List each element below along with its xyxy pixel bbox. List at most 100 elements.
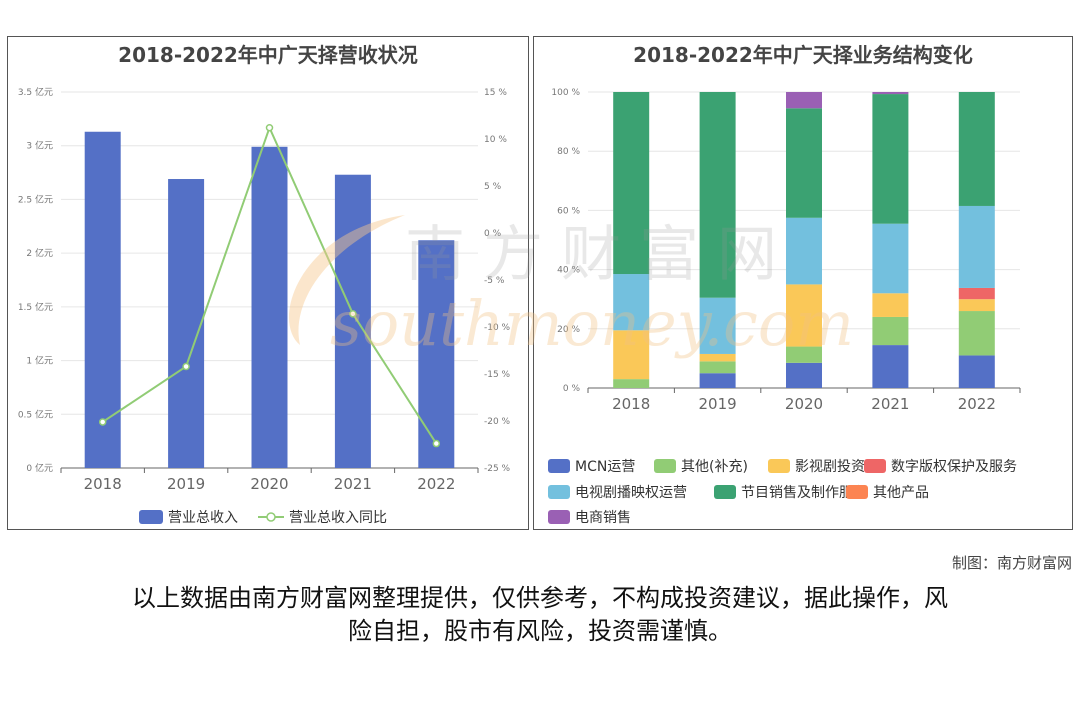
revenue-bar	[334, 174, 371, 468]
legend-swatch	[654, 459, 676, 473]
y-left-tick-label: 1 亿元	[26, 355, 53, 367]
stack-segment	[958, 287, 995, 300]
x-tick-label: 2019	[167, 475, 205, 493]
legend-label: 其他产品	[873, 485, 929, 501]
stack-segment	[872, 223, 909, 294]
stack-segment	[699, 361, 736, 374]
x-tick-label: 2022	[417, 475, 455, 493]
stack-segment	[613, 274, 650, 331]
yoy-point	[432, 439, 441, 448]
stack-segment	[872, 293, 909, 317]
legend-label-revenue: 营业总收入	[168, 510, 238, 526]
stack-segment	[958, 311, 995, 356]
x-tick-label: 2021	[334, 475, 372, 493]
stack-segment	[786, 362, 822, 388]
stack-segment	[699, 92, 736, 298]
stack-segment	[786, 92, 822, 109]
stack-segment	[613, 330, 650, 380]
y-tick-label: 0 %	[563, 384, 581, 394]
legend-swatch-revenue	[139, 510, 163, 524]
stack-segment	[958, 92, 995, 206]
y-right-tick-label: -20 %	[484, 417, 511, 427]
y-right-tick-label: 5 %	[484, 182, 502, 192]
legend-swatch	[548, 459, 570, 473]
structure-chart-panel: 2018-2022年中广天择业务结构变化 0 % 20 % 40 % 60 % 80 %…	[533, 36, 1073, 530]
x-tick-label: 2021	[871, 395, 909, 413]
legend-swatch	[548, 485, 570, 499]
stack-segment	[958, 205, 995, 288]
y-left-tick-label: 0 亿元	[26, 462, 53, 474]
legend-label: 电商销售	[575, 510, 631, 526]
structure-chart-svg: 0 % 20 % 40 % 60 % 80 % 100 % 2018 2019 2020 2021…	[548, 88, 1021, 526]
y-right-tick-label: 15 %	[484, 88, 507, 98]
y-left-tick-label: 3.5 亿元	[18, 86, 53, 98]
y-right-tick-label: -15 %	[484, 370, 511, 380]
x-tick-label: 2018	[612, 395, 650, 413]
legend-label: 其他(补充)	[681, 459, 748, 475]
x-tick-label: 2020	[250, 475, 288, 493]
x-tick-label: 2020	[785, 395, 823, 413]
y-left-tick-label: 2 亿元	[26, 247, 53, 259]
legend-label: MCN运营	[575, 459, 635, 475]
revenue-bar	[251, 146, 288, 468]
y-left-tick-label: 1.5 亿元	[18, 301, 53, 313]
stack-segment	[699, 353, 736, 362]
y-right-tick-label: 10 %	[484, 135, 507, 145]
legend-label-yoy: 营业总收入同比	[289, 510, 387, 526]
legend-swatch-yoy-marker	[266, 512, 276, 522]
x-tick-label: 2019	[699, 395, 737, 413]
stack-segment	[786, 217, 822, 285]
stack-segment	[786, 108, 822, 218]
y-left-tick-label: 3 亿元	[26, 140, 53, 152]
chart-credit: 制图：南方财富网	[951, 554, 1072, 572]
y-tick-label: 20 %	[557, 325, 580, 335]
yoy-point	[182, 362, 190, 371]
revenue-bar	[168, 179, 205, 468]
y-tick-label: 80 %	[557, 147, 580, 157]
stack-segment	[699, 373, 736, 388]
stack-segment	[958, 355, 995, 388]
stack-segment	[872, 92, 909, 95]
legend-swatch	[548, 510, 570, 524]
legend-swatch	[768, 459, 790, 473]
stack-segment	[613, 92, 650, 275]
y-right-tick-label: -25 %	[484, 464, 511, 474]
disclaimer: 以上数据由南方财富网整理提供，仅供参考，不构成投资建议，据此操作，风 险自担，股…	[0, 582, 1080, 648]
yoy-point	[265, 123, 274, 132]
yoy-point	[98, 418, 107, 426]
x-tick-label: 2018	[84, 475, 122, 493]
stack-segment	[872, 94, 909, 224]
stack-segment	[699, 297, 736, 354]
y-right-tick-label: -5 %	[484, 276, 505, 286]
y-tick-label: 40 %	[557, 266, 580, 276]
x-tick-label: 2022	[958, 395, 996, 413]
disclaimer-line-1: 以上数据由南方财富网整理提供，仅供参考，不构成投资建议，据此操作，风	[132, 584, 948, 612]
legend-swatch	[846, 485, 868, 499]
yoy-point	[349, 310, 357, 318]
stack-segment	[786, 284, 822, 347]
structure-chart-title: 2018-2022年中广天择业务结构变化	[633, 43, 973, 67]
stack-segment	[958, 299, 995, 312]
legend-label: 数字版权保护及服务	[891, 459, 1017, 475]
stack-segment	[613, 379, 650, 388]
stack-segment	[786, 346, 822, 363]
legend-label: 影视剧投资	[795, 459, 865, 475]
y-right-tick-label: 0 %	[484, 229, 502, 239]
revenue-bar	[418, 240, 455, 468]
legend-label: 节目销售及制作服务	[741, 485, 867, 501]
y-left-tick-label: 0.5 亿元	[18, 408, 53, 420]
revenue-bar	[84, 131, 121, 468]
y-left-tick-label: 2.5 亿元	[18, 193, 53, 205]
revenue-chart-title: 2018-2022年中广天择营收状况	[118, 43, 418, 67]
disclaimer-line-2: 险自担，股市有风险，投资需谨慎。	[348, 617, 732, 645]
legend-swatch	[714, 485, 736, 499]
legend-swatch	[864, 459, 886, 473]
stack-segment	[872, 316, 909, 346]
revenue-chart-panel: 2018-2022年中广天择营收状况 0 亿元 0.5 亿元 1 亿元 1.5 亿元 2…	[7, 36, 529, 530]
y-tick-label: 100 %	[551, 88, 580, 98]
y-tick-label: 60 %	[557, 206, 580, 216]
y-right-tick-label: -10 %	[484, 323, 511, 333]
revenue-chart-svg: 0 亿元 0.5 亿元 1 亿元 1.5 亿元 2 亿元 2.5 亿元 3 亿元 3.5 亿元…	[18, 86, 511, 526]
stack-segment	[872, 345, 909, 388]
legend-label: 电视剧播映权运营	[575, 485, 687, 501]
